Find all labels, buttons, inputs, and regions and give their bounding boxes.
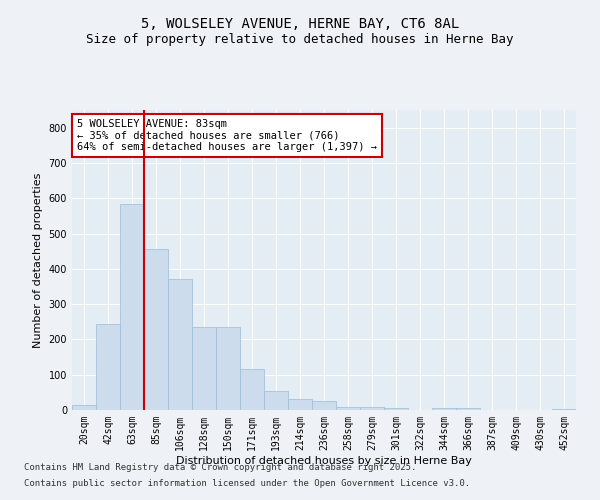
Bar <box>192 327 216 410</box>
Bar <box>96 324 120 410</box>
Bar <box>264 390 288 410</box>
Bar <box>168 280 192 410</box>
Bar <box>384 408 408 410</box>
Bar <box>72 404 96 410</box>
Text: Contains public sector information licensed under the Open Government Licence v3: Contains public sector information licen… <box>24 478 470 488</box>
Bar <box>288 400 312 410</box>
Bar <box>432 408 456 410</box>
Text: 5, WOLSELEY AVENUE, HERNE BAY, CT6 8AL: 5, WOLSELEY AVENUE, HERNE BAY, CT6 8AL <box>141 18 459 32</box>
Text: Size of property relative to detached houses in Herne Bay: Size of property relative to detached ho… <box>86 32 514 46</box>
Y-axis label: Number of detached properties: Number of detached properties <box>33 172 43 348</box>
X-axis label: Distribution of detached houses by size in Herne Bay: Distribution of detached houses by size … <box>176 456 472 466</box>
Bar <box>336 407 360 410</box>
Text: Contains HM Land Registry data © Crown copyright and database right 2025.: Contains HM Land Registry data © Crown c… <box>24 464 416 472</box>
Bar <box>120 204 144 410</box>
Bar <box>552 409 576 410</box>
Bar <box>240 370 264 410</box>
Bar <box>144 250 168 410</box>
Bar <box>456 408 480 410</box>
Text: 5 WOLSELEY AVENUE: 83sqm
← 35% of detached houses are smaller (766)
64% of semi-: 5 WOLSELEY AVENUE: 83sqm ← 35% of detach… <box>77 119 377 152</box>
Bar <box>216 327 240 410</box>
Bar <box>312 401 336 410</box>
Bar <box>360 407 384 410</box>
